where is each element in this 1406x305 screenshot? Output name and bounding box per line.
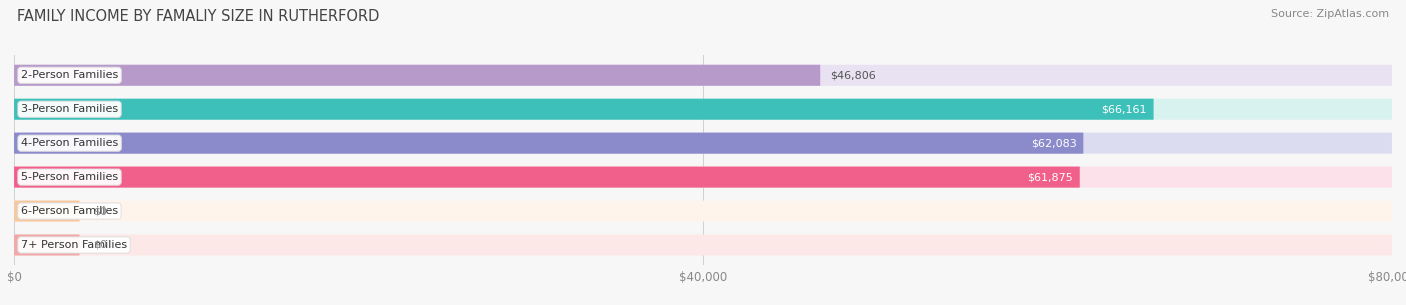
Text: 4-Person Families: 4-Person Families bbox=[21, 138, 118, 148]
Text: $62,083: $62,083 bbox=[1031, 138, 1077, 148]
FancyBboxPatch shape bbox=[14, 200, 1392, 221]
Text: 6-Person Families: 6-Person Families bbox=[21, 206, 118, 216]
FancyBboxPatch shape bbox=[14, 99, 1153, 120]
FancyBboxPatch shape bbox=[14, 167, 1392, 188]
Text: 3-Person Families: 3-Person Families bbox=[21, 104, 118, 114]
Text: 5-Person Families: 5-Person Families bbox=[21, 172, 118, 182]
Text: 7+ Person Families: 7+ Person Families bbox=[21, 240, 127, 250]
Text: 2-Person Families: 2-Person Families bbox=[21, 70, 118, 80]
FancyBboxPatch shape bbox=[14, 200, 80, 221]
FancyBboxPatch shape bbox=[14, 99, 1392, 120]
Text: FAMILY INCOME BY FAMALIY SIZE IN RUTHERFORD: FAMILY INCOME BY FAMALIY SIZE IN RUTHERF… bbox=[17, 9, 380, 24]
FancyBboxPatch shape bbox=[14, 65, 1392, 86]
Text: $0: $0 bbox=[93, 206, 107, 216]
Text: Source: ZipAtlas.com: Source: ZipAtlas.com bbox=[1271, 9, 1389, 19]
FancyBboxPatch shape bbox=[14, 235, 80, 256]
FancyBboxPatch shape bbox=[14, 167, 1080, 188]
FancyBboxPatch shape bbox=[14, 235, 1392, 256]
FancyBboxPatch shape bbox=[14, 133, 1084, 154]
Text: $66,161: $66,161 bbox=[1101, 104, 1147, 114]
Text: $0: $0 bbox=[93, 240, 107, 250]
Text: $61,875: $61,875 bbox=[1028, 172, 1073, 182]
FancyBboxPatch shape bbox=[14, 133, 1392, 154]
Text: $46,806: $46,806 bbox=[830, 70, 876, 80]
FancyBboxPatch shape bbox=[14, 65, 820, 86]
